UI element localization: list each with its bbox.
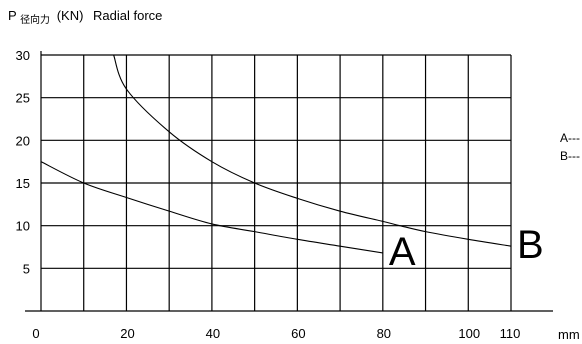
y-axis-english: Radial force xyxy=(93,8,162,23)
series-label-b: B xyxy=(517,223,544,267)
series-curves xyxy=(40,54,512,254)
y-tick-label: 5 xyxy=(23,261,30,276)
y-axis-units: (KN) xyxy=(57,8,84,23)
legend: A--- B--- xyxy=(560,131,580,163)
y-axis-label: P 径向力 (KN) Radial force xyxy=(8,8,162,26)
y-tick-label: 10 xyxy=(16,219,30,234)
x-tick-label: 100 xyxy=(458,326,480,341)
x-tick-label: 110 xyxy=(500,326,521,341)
series-line-b xyxy=(113,54,512,247)
x-tick-label: 40 xyxy=(206,326,220,341)
x-tick-label: 60 xyxy=(291,326,305,341)
legend-entry: A--- xyxy=(560,131,580,145)
legend-entry: B--- xyxy=(560,149,580,163)
grid xyxy=(25,51,553,312)
y-axis-subscript: 径向力 xyxy=(20,13,50,26)
y-tick-label: 20 xyxy=(16,133,30,148)
x-axis-unit: mm xyxy=(558,327,580,342)
series-label-a: A xyxy=(389,230,416,274)
x-tick-labels: 0 20 40 60 80 100 110 xyxy=(32,326,520,341)
x-tick-label: 20 xyxy=(120,326,134,341)
series-line-a xyxy=(40,161,383,254)
x-tick-label: 0 xyxy=(32,326,39,341)
y-tick-labels: 5 10 15 20 25 30 xyxy=(16,48,30,276)
y-tick-label: 15 xyxy=(16,176,30,191)
y-axis-symbol: P xyxy=(8,8,16,23)
x-tick-label: 80 xyxy=(377,326,391,341)
y-tick-label: 30 xyxy=(16,48,30,63)
y-tick-label: 25 xyxy=(16,91,30,106)
